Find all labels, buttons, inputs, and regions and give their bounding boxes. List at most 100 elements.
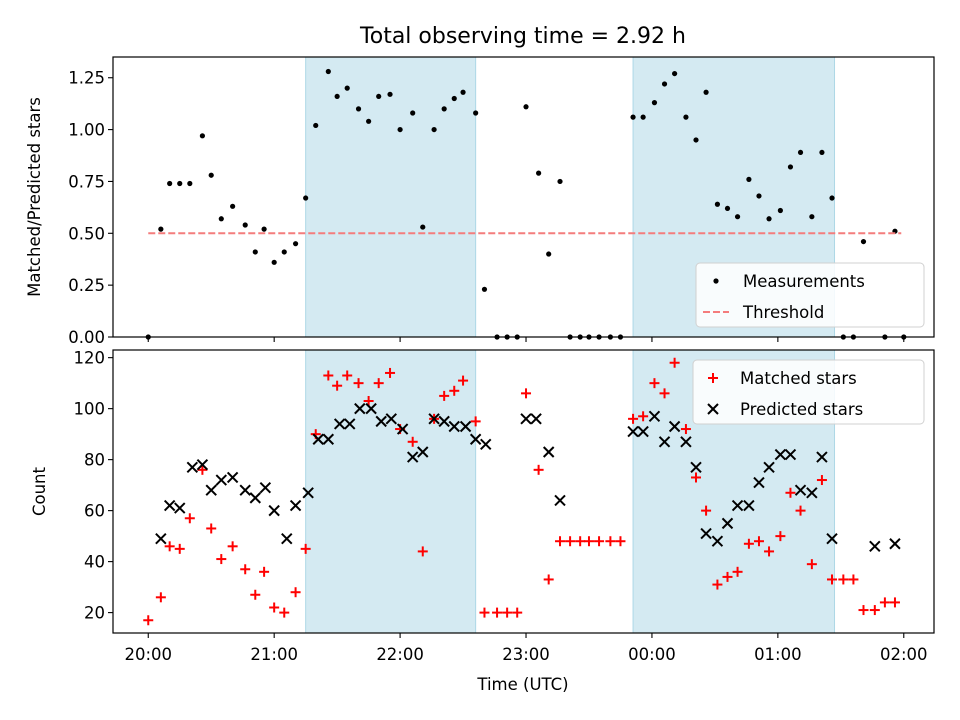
- measurement-point: [756, 193, 762, 199]
- predicted-star-point: [302, 487, 314, 499]
- predicted-star-point: [174, 502, 186, 514]
- predicted-star-point: [406, 451, 419, 463]
- matched-star-point: [605, 536, 616, 547]
- predicted-star-point: [806, 487, 818, 499]
- y-tick-label: 20: [84, 604, 105, 623]
- predicted-star-point: [743, 499, 755, 512]
- matched-star-point: [775, 531, 786, 542]
- measurement-point: [787, 164, 794, 170]
- measurement-point: [734, 214, 741, 220]
- y-tick-label: 100: [74, 400, 106, 419]
- legend-dot-marker: [713, 278, 719, 284]
- measurement-point: [177, 180, 183, 187]
- count-y-axis-label: Count: [30, 466, 49, 516]
- predicted-star-point: [333, 418, 346, 430]
- matched-star-point: [827, 574, 838, 585]
- predicted-star-point: [668, 420, 681, 433]
- measurement-point: [481, 286, 488, 292]
- predicted-star-point: [375, 415, 387, 428]
- y-tick-label: 1.00: [68, 121, 105, 140]
- measurement-point: [651, 100, 658, 106]
- predicted-star-point: [428, 413, 440, 425]
- predicted-star-point: [637, 425, 649, 438]
- legend-entry: Predicted stars: [707, 400, 863, 419]
- measurement-point: [366, 118, 372, 124]
- matched-star-point: [449, 385, 460, 396]
- measurement-point: [557, 178, 563, 185]
- matched-star-point: [197, 464, 208, 475]
- matched-star-point: [216, 554, 227, 565]
- matched-star-point: [279, 607, 290, 618]
- predicted-star-point: [344, 418, 356, 430]
- shaded-interval-0: [305, 349, 477, 634]
- measurement-point: [777, 207, 783, 214]
- predicted-star-point: [259, 481, 272, 494]
- matched-star-point: [732, 566, 743, 577]
- predicted-star-point: [354, 402, 366, 415]
- legend-entry: Measurements: [713, 272, 865, 291]
- measurement-point: [376, 93, 382, 100]
- predicted-star-point: [700, 527, 712, 540]
- matched-star-point: [764, 546, 775, 557]
- ratio-x-ticks: [147, 337, 905, 342]
- matched-star-point: [439, 390, 450, 401]
- legend-label: Measurements: [743, 272, 865, 291]
- measurement-point: [693, 137, 699, 143]
- measurement-point: [313, 122, 319, 129]
- predicted-star-point: [784, 448, 797, 461]
- predicted-star-point: [448, 420, 460, 433]
- predicted-star-point: [163, 499, 176, 512]
- measurement-point: [303, 195, 309, 201]
- matched-star-point: [259, 566, 270, 577]
- predicted-star-point: [554, 494, 566, 507]
- count-plot-frame: [112, 349, 935, 634]
- measurement-point: [271, 259, 277, 265]
- matched-star-point: [470, 416, 481, 427]
- y-tick-label: 0.50: [68, 224, 105, 243]
- predicted-star-point: [648, 410, 661, 422]
- matched-star-point: [575, 536, 586, 547]
- matched-star-point: [858, 605, 869, 616]
- matched-star-point: [848, 574, 859, 585]
- measurement-point: [252, 249, 258, 255]
- y-tick-label: 60: [84, 502, 105, 521]
- predicted-star-point: [480, 438, 492, 451]
- count-legend: Matched stars Predicted stars: [692, 359, 925, 425]
- predicted-star-point: [249, 492, 261, 504]
- y-tick-label: 1.25: [68, 69, 105, 88]
- matched-star-point: [691, 472, 702, 483]
- measurement-point: [167, 180, 173, 187]
- matched-star-point: [300, 543, 311, 554]
- matched-star-point: [879, 597, 890, 608]
- predicted-star-point: [680, 436, 692, 448]
- matched-star-point: [250, 589, 261, 600]
- count-panel: 20 40 60 80 100 120 20:00 21:00 22:00 23:00 00:00…: [30, 349, 935, 664]
- matched-star-point: [385, 367, 396, 378]
- matched-star-point: [753, 536, 764, 547]
- measurement-point: [714, 201, 721, 207]
- predicted-star-point: [753, 476, 765, 489]
- matched-star-point: [838, 574, 849, 585]
- measurement-point: [661, 81, 668, 87]
- measurement-point: [292, 241, 299, 247]
- predicted-star-point: [721, 517, 734, 530]
- matched-star-point: [521, 388, 532, 399]
- ratio-panel: 0.00 0.25 0.50 0.75 1.00 1.25 Matched/Predict…: [25, 56, 935, 347]
- y-tick-label: 120: [74, 349, 106, 368]
- predicted-star-point: [417, 446, 429, 458]
- matched-star-point: [502, 607, 513, 618]
- y-tick-label: 40: [84, 553, 105, 572]
- predicted-star-point: [268, 504, 280, 517]
- y-tick-label: 0.75: [68, 172, 105, 191]
- measurement-point: [355, 106, 362, 112]
- ratio-plot-frame: [112, 56, 935, 338]
- matched-star-point: [227, 541, 238, 552]
- measurement-point: [410, 110, 416, 116]
- measurement-point: [187, 180, 193, 187]
- x-tick-label: 20:00: [124, 645, 172, 664]
- predicted-star-point: [794, 484, 807, 496]
- matched-star-point: [155, 592, 166, 603]
- matched-star-point: [143, 615, 154, 626]
- predicted-star-point: [365, 402, 377, 415]
- legend-x-marker: [707, 403, 719, 415]
